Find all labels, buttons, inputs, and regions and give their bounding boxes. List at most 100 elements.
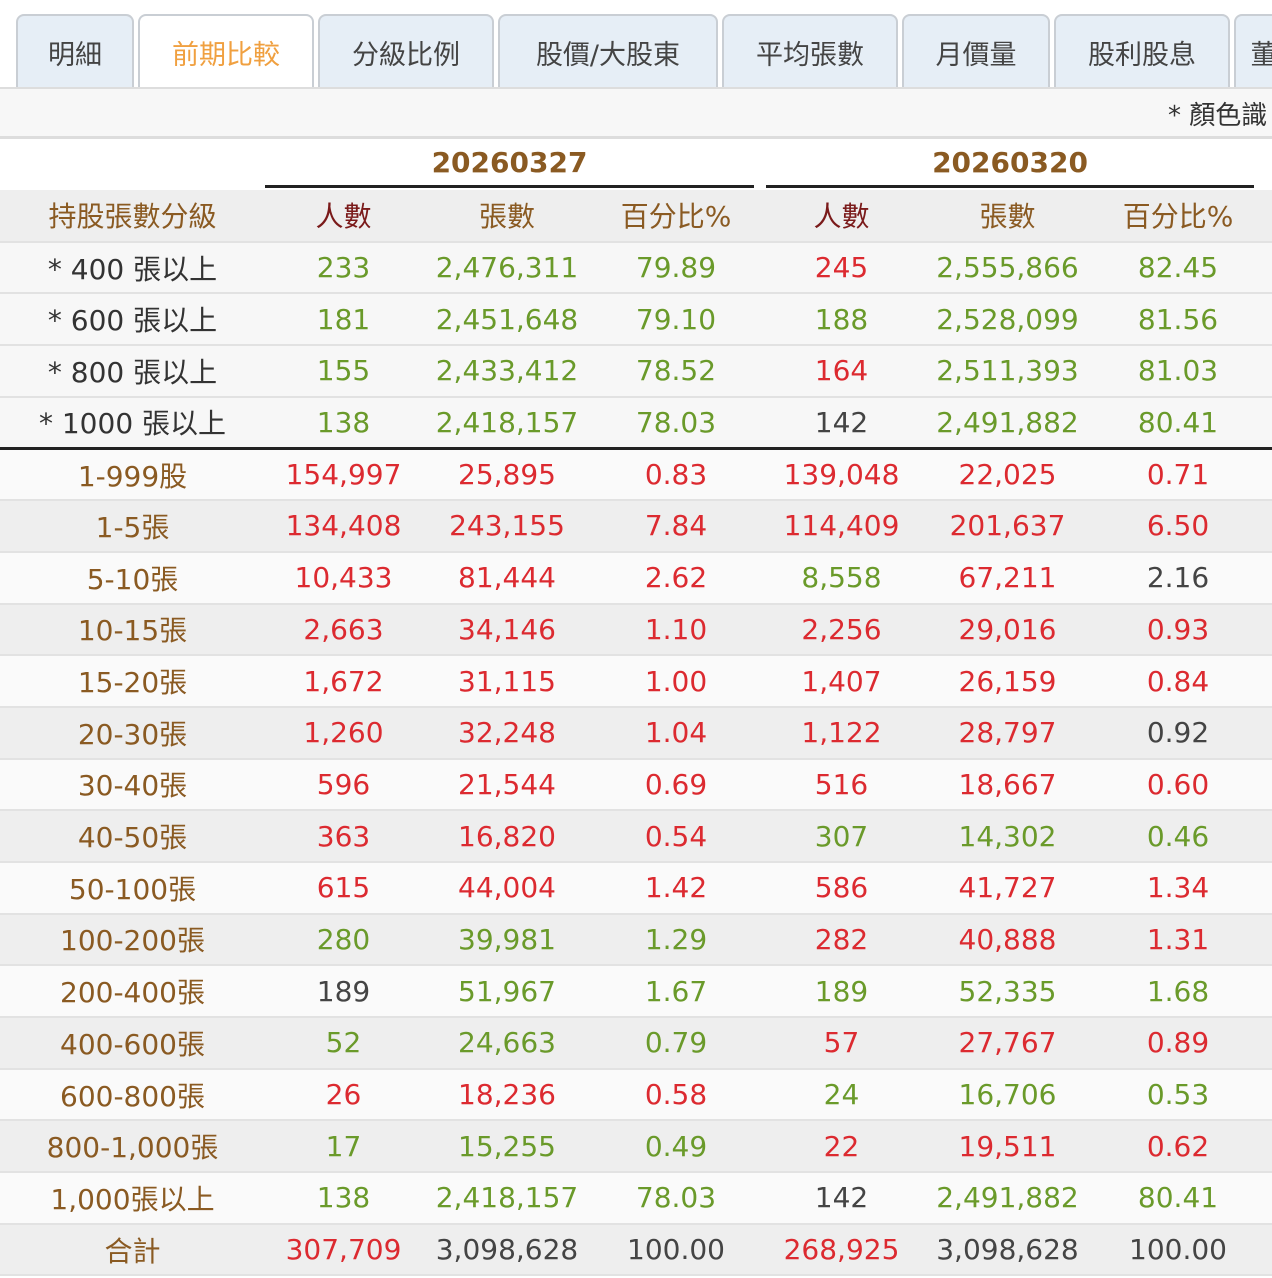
- cell: 2,528,099: [923, 293, 1092, 347]
- cell: 307,709: [265, 1223, 422, 1277]
- clipped-cell: [1264, 345, 1272, 398]
- cell: 27,767: [923, 1017, 1092, 1070]
- cell: 268,925: [760, 1223, 923, 1277]
- cell: 0.92: [1092, 706, 1265, 760]
- cell: 0.62: [1092, 1120, 1265, 1174]
- tab-4[interactable]: 平均張數: [722, 14, 898, 88]
- cell: 28,797: [923, 706, 1092, 760]
- cell: 0.93: [1092, 603, 1265, 657]
- cell: 24: [760, 1068, 923, 1122]
- cell: 3,098,628: [422, 1223, 592, 1277]
- cell: 41,727: [923, 861, 1092, 915]
- cell: 0.58: [592, 1068, 760, 1122]
- row-label: 1-999股: [0, 448, 265, 502]
- cell: 1,260: [265, 706, 422, 760]
- cell: 1.00: [592, 655, 760, 708]
- tab-bar: 明細 前期比較 分級比例 股價/大股東 平均張數 月價量 股利股息董: [16, 14, 1272, 88]
- table-row: 200-400張 189 51,967 1.67 189 52,335 1.68: [0, 965, 1272, 1018]
- tab-5[interactable]: 月價量: [902, 14, 1050, 88]
- table-row: 30-40張 596 21,544 0.69 516 18,667 0.60: [0, 758, 1272, 812]
- table-row: 100-200張 280 39,981 1.29 282 40,888 1.31: [0, 913, 1272, 967]
- cell: 18,236: [422, 1068, 592, 1122]
- clipped-cell: [1264, 1068, 1272, 1122]
- clipped-cell: [1264, 913, 1272, 967]
- cell: 0.46: [1092, 810, 1265, 863]
- cell: 2,511,393: [923, 345, 1092, 398]
- cell: 79.10: [592, 293, 760, 347]
- empty-corner: [0, 140, 265, 190]
- col-level: 持股張數分級: [0, 190, 265, 243]
- row-label: * 600 張以上: [0, 293, 265, 347]
- cell: 155: [265, 345, 422, 398]
- cell: 516: [760, 758, 923, 812]
- cell: 18,667: [923, 758, 1092, 812]
- clipped-cell: [1264, 1017, 1272, 1070]
- row-label: 30-40張: [0, 758, 265, 812]
- cell: 10,433: [265, 551, 422, 605]
- clipped-cell: [1264, 861, 1272, 915]
- tab-1[interactable]: 前期比較: [138, 14, 314, 88]
- clipped-cell: [1264, 241, 1272, 295]
- cell: 142: [760, 1172, 923, 1225]
- cell: 1.29: [592, 913, 760, 967]
- table-row: * 400 張以上 233 2,476,311 79.89 245 2,555,866 82…: [0, 241, 1272, 295]
- cell: 81.56: [1092, 293, 1265, 347]
- table-row: 1-5張 134,408 243,155 7.84 114,409 201,637 6.50: [0, 500, 1272, 553]
- cell: 34,146: [422, 603, 592, 657]
- cell: 67,211: [923, 551, 1092, 605]
- row-label: 1,000張以上: [0, 1172, 265, 1225]
- cell: 26: [265, 1068, 422, 1122]
- clipped-cell: [1264, 758, 1272, 812]
- cell: 596: [265, 758, 422, 812]
- color-legend-note: * 顏色識: [1168, 101, 1268, 131]
- toolbar: * 顏色識: [0, 87, 1272, 139]
- row-label: 100-200張: [0, 913, 265, 967]
- cell: 52,335: [923, 965, 1092, 1018]
- cell: 0.49: [592, 1120, 760, 1174]
- cell: 22,025: [923, 448, 1092, 502]
- cell: 32,248: [422, 706, 592, 760]
- cell: 0.60: [1092, 758, 1265, 812]
- cell: 25,895: [422, 448, 592, 502]
- tab-0[interactable]: 明細: [16, 14, 134, 88]
- cell: 26,159: [923, 655, 1092, 708]
- clipped-cell: [1264, 603, 1272, 657]
- row-label: 600-800張: [0, 1068, 265, 1122]
- row-label: 15-20張: [0, 655, 265, 708]
- tab-7[interactable]: 董: [1234, 14, 1272, 88]
- cell: 15,255: [422, 1120, 592, 1174]
- cell: 82.45: [1092, 241, 1265, 295]
- table-row: 合計 307,709 3,098,628 100.00 268,925 3,098,628…: [0, 1223, 1272, 1277]
- clipped-cell: [1264, 551, 1272, 605]
- cell: 57: [760, 1017, 923, 1070]
- cell: 8,558: [760, 551, 923, 605]
- clipped-cell: [1264, 448, 1272, 502]
- cell: 2.62: [592, 551, 760, 605]
- cell: 1.31: [1092, 913, 1265, 967]
- table-row: 1-999股 154,997 25,895 0.83 139,048 22,025 0.71: [0, 448, 1272, 502]
- cell: 78.03: [592, 396, 760, 450]
- table-row: 50-100張 615 44,004 1.42 586 41,727 1.34: [0, 861, 1272, 915]
- row-label: * 1000 張以上: [0, 396, 265, 450]
- clipped-cell: [1264, 1120, 1272, 1174]
- row-label: 1-5張: [0, 500, 265, 553]
- cell: 142: [760, 396, 923, 450]
- cell: 2,663: [265, 603, 422, 657]
- cell: 586: [760, 861, 923, 915]
- table-row: 20-30張 1,260 32,248 1.04 1,122 28,797 0.92: [0, 706, 1272, 760]
- date-previous: 20260320: [766, 146, 1255, 188]
- cell: 2,555,866: [923, 241, 1092, 295]
- cell: 81,444: [422, 551, 592, 605]
- cell: 245: [760, 241, 923, 295]
- cell: 181: [265, 293, 422, 347]
- cell: 1.67: [592, 965, 760, 1018]
- tab-2[interactable]: 分級比例: [318, 14, 494, 88]
- tab-3[interactable]: 股價/大股東: [498, 14, 718, 88]
- row-label: 200-400張: [0, 965, 265, 1018]
- tab-6[interactable]: 股利股息: [1054, 14, 1230, 88]
- cell: 2,433,412: [422, 345, 592, 398]
- holding-comparison-table: 20260327 20260320 持股張數分級 人數 張數 百分比% 人數 張…: [0, 140, 1272, 1277]
- cell: 280: [265, 913, 422, 967]
- cell: 17: [265, 1120, 422, 1174]
- cell: 51,967: [422, 965, 592, 1018]
